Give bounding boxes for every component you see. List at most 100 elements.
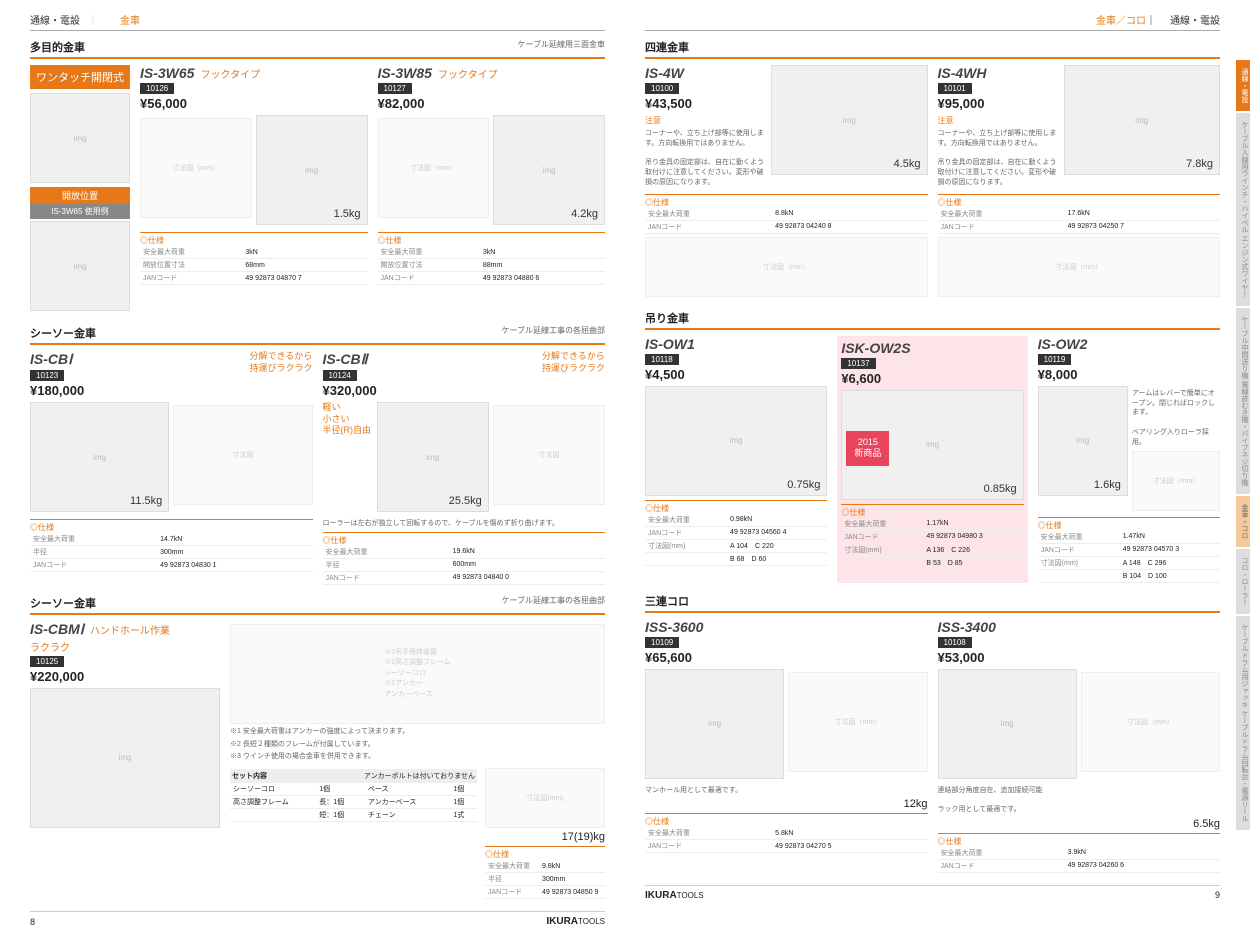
set-table: セット内容アンカーボルトは付いておりません シーソーコロ1個ベース1個 高さ調整… xyxy=(230,769,477,822)
product-iss-3600: ISS-3600 10109 ¥65,600 img 寸法図（mm） マンホール… xyxy=(645,619,928,873)
spec-header: 仕様 xyxy=(378,232,606,246)
dimension-diagram: 寸法図 xyxy=(173,405,312,505)
product-details: ※3吊手保持装置 ※2高さ調整フレーム シーソーコロ ※1アンカー アンカーベー… xyxy=(230,621,605,899)
model-name: IS-3W85フックタイプ xyxy=(378,65,606,81)
model-name: IS-CBⅡ xyxy=(323,351,377,368)
product-image: img25.5kg xyxy=(377,402,489,512)
section-title: シーソー金車 ケーブル延線工事の各屈曲部 xyxy=(30,595,605,615)
page-number: 9 xyxy=(1215,890,1220,900)
product-row: ワンタッチ開閉式 img 開放位置 IS-3W65 使用例 img IS-3W6… xyxy=(30,65,605,315)
spec-table: 安全最大荷重1.17kN JANコード49 92873 04980 3 寸法図(… xyxy=(841,518,1023,570)
spec-table: 安全最大荷重1.47kN JANコード49 92873 04570 3 寸法図(… xyxy=(1038,531,1220,583)
product-image: 2015 新商品 img0.85kg xyxy=(841,390,1023,500)
spec-table: 安全最大荷重5.8kN JANコード49 92873 04270 5 xyxy=(645,827,928,853)
page-number: 8 xyxy=(30,917,35,927)
usage-image: img xyxy=(30,221,130,311)
callout: 分解できるから 持運びラクラク xyxy=(542,351,605,402)
setup-diagram: ※3吊手保持装置 ※2高さ調整フレーム シーソーコロ ※1アンカー アンカーベー… xyxy=(230,624,605,724)
side-tab[interactable]: ケーブル中間送り機 電線皮むき機・パイプネジ切り機 xyxy=(1236,308,1250,494)
crumb2: 金車 xyxy=(120,12,140,27)
section-title: 吊り金車 xyxy=(645,310,1220,330)
section-title: 四連金車 xyxy=(645,39,1220,59)
product-image: img4.2kg xyxy=(493,115,605,225)
section-title: 三連コロ xyxy=(645,593,1220,613)
product-is-4w: IS-4W 10100 ¥43,500 注意 コーナーや、立ち上げ部等に使用しま… xyxy=(645,65,928,300)
spec-table: 安全最大荷重9.8kN 半径300mm JANコード49 92873 04850… xyxy=(485,860,605,899)
usage-label: IS-3W65 使用例 xyxy=(30,204,130,219)
product-is-3w65: IS-3W65フックタイプ 10126 ¥56,000 寸法図（mm） img1… xyxy=(140,65,368,315)
price: ¥82,000 xyxy=(378,96,606,111)
callout: 分解できるから 持運びラクラク xyxy=(249,351,312,402)
product-code: 10127 xyxy=(378,83,412,94)
product-row: IS-CBMⅠハンドホール作業 ラクラク 10125 ¥220,000 img … xyxy=(30,621,605,899)
dimension-diagram: 寸法図（mm） xyxy=(1132,451,1220,511)
dimension-diagram: 寸法図（mm） xyxy=(938,237,1221,297)
dimension-diagram: 寸法図(mm) xyxy=(485,768,605,828)
product-is-cb2: IS-CBⅡ 10124 ¥320,000 分解できるから 持運びラクラク 軽い… xyxy=(323,351,606,585)
dimension-diagram: 寸法図（mm） xyxy=(788,672,927,772)
spec-table: 安全最大荷重14.7kN 半径300mm JANコード49 92873 0483… xyxy=(30,533,313,572)
callout2: 軽い 小さい 半径(R)自由 xyxy=(323,402,373,516)
product-is-ow1: IS-OW1 10118 ¥4,500 img0.75kg 仕様 安全最大荷重0… xyxy=(645,336,827,583)
model-name: IS-CBⅠ xyxy=(30,351,84,368)
section-title: 多目的金車 ケーブル延線用三面金車 xyxy=(30,39,605,59)
spec-table: 安全最大荷重3kN 開放位置寸法68mm JANコード49 92873 0487… xyxy=(140,246,368,285)
side-tabs: 通線・電設 ケーブル入線用ウインチ・ハイベル エンジン式ワイヤー ケーブル中間送… xyxy=(1236,60,1250,830)
dimension-diagram: 寸法図（mm） xyxy=(645,237,928,297)
side-tab[interactable]: ケーブルドラム用ジャッキ ケーブルドラム回転台・電源リール xyxy=(1236,616,1250,830)
product-is-ow2: IS-OW2 10119 ¥8,000 img1.6kg アームはレバーで簡単に… xyxy=(1038,336,1220,583)
product-image: img xyxy=(938,669,1077,779)
model-name: IS-3W65フックタイプ xyxy=(140,65,368,81)
brand: IKURATOOLS xyxy=(546,916,605,927)
product-row: IS-CBⅠ 10123 ¥180,000 分解できるから 持運びラクラク im… xyxy=(30,351,605,585)
header-left: 通線・電設 ｜ 金車 xyxy=(30,12,605,31)
spec-table: 安全最大荷重3kN 開放位置寸法88mm JANコード49 92873 0488… xyxy=(378,246,606,285)
orange-caption: ワンタッチ開閉式 xyxy=(30,65,130,89)
side-images: ワンタッチ開閉式 img 開放位置 IS-3W65 使用例 img xyxy=(30,65,130,315)
product-image: img0.75kg xyxy=(645,386,827,496)
right-page: 金車／コロ ｜ 通線・電設 四連金車 IS-4W 10100 ¥43,500 注… xyxy=(625,0,1250,937)
spec-table: 安全最大荷重17.6kN JANコード49 92873 04250 7 xyxy=(938,208,1221,234)
product-row: IS-4W 10100 ¥43,500 注意 コーナーや、立ち上げ部等に使用しま… xyxy=(645,65,1220,300)
product-image: img xyxy=(645,669,784,779)
product-code: 10126 xyxy=(140,83,174,94)
product-row: IS-OW1 10118 ¥4,500 img0.75kg 仕様 安全最大荷重0… xyxy=(645,336,1220,583)
product-row: ISS-3600 10109 ¥65,600 img 寸法図（mm） マンホール… xyxy=(645,619,1220,873)
product-image: img11.5kg xyxy=(30,402,169,512)
side-tab[interactable]: 通線・電設 xyxy=(1236,60,1250,111)
brand: IKURATOOLS xyxy=(645,890,704,901)
dimension-diagram: 寸法図（mm） xyxy=(1081,672,1220,772)
spec-header: 仕様 xyxy=(140,232,368,246)
price: ¥56,000 xyxy=(140,96,368,111)
dimension-diagram: 寸法図（mm） xyxy=(378,118,490,218)
product-image: img1.5kg xyxy=(256,115,368,225)
side-tab[interactable]: コロ・ローラー xyxy=(1236,549,1250,614)
side-tab[interactable]: 金車・コロ xyxy=(1236,496,1250,547)
dimension-diagram: 寸法図 xyxy=(493,405,605,505)
header-right: 金車／コロ ｜ 通線・電設 xyxy=(645,12,1220,31)
side-tab[interactable]: ケーブル入線用ウインチ・ハイベル エンジン式ワイヤー xyxy=(1236,113,1250,306)
weight: 17(19)kg xyxy=(485,831,605,843)
product-is-cbm1: IS-CBMⅠハンドホール作業 ラクラク 10125 ¥220,000 img xyxy=(30,621,220,899)
product-iss-3400: ISS-3400 10108 ¥53,000 img 寸法図（mm） 連結部分角… xyxy=(938,619,1221,873)
product-image: img1.6kg xyxy=(1038,386,1128,496)
product-image: img7.8kg xyxy=(1064,65,1221,175)
divider: ｜ xyxy=(88,12,98,27)
spec-table: 安全最大荷重3.9kN JANコード49 92873 04260 6 xyxy=(938,847,1221,873)
crumb1: 通線・電設 xyxy=(30,12,80,27)
model-name: IS-CBMⅠハンドホール作業 ラクラク xyxy=(30,621,220,654)
product-is-4wh: IS-4WH 10101 ¥95,000 注意 コーナーや、立ち上げ部等に使用し… xyxy=(938,65,1221,300)
product-image: img xyxy=(30,688,220,828)
spec-table: 安全最大荷重8.8kN JANコード49 92873 04240 8 xyxy=(645,208,928,234)
product-is-cb1: IS-CBⅠ 10123 ¥180,000 分解できるから 持運びラクラク im… xyxy=(30,351,313,585)
product-image: img4.5kg xyxy=(771,65,928,175)
spec-table: 安全最大荷重0.98kN JANコード49 92873 04560 4 寸法図(… xyxy=(645,514,827,566)
new-badge: 2015 新商品 xyxy=(846,431,889,466)
footer: 8 IKURATOOLS xyxy=(30,911,605,927)
footer: IKURATOOLS 9 xyxy=(645,885,1220,901)
spec-table: 安全最大荷重19.6kN 半径600mm JANコード49 92873 0484… xyxy=(323,546,606,585)
product-isk-ow2s: ISK-OW2S 10137 ¥6,600 2015 新商品 img0.85kg… xyxy=(837,336,1027,583)
section-title: シーソー金車 ケーブル延線工事の各屈曲部 xyxy=(30,325,605,345)
product-image: img xyxy=(30,93,130,183)
product-is-3w85: IS-3W85フックタイプ 10127 ¥82,000 寸法図（mm） img4… xyxy=(378,65,606,315)
